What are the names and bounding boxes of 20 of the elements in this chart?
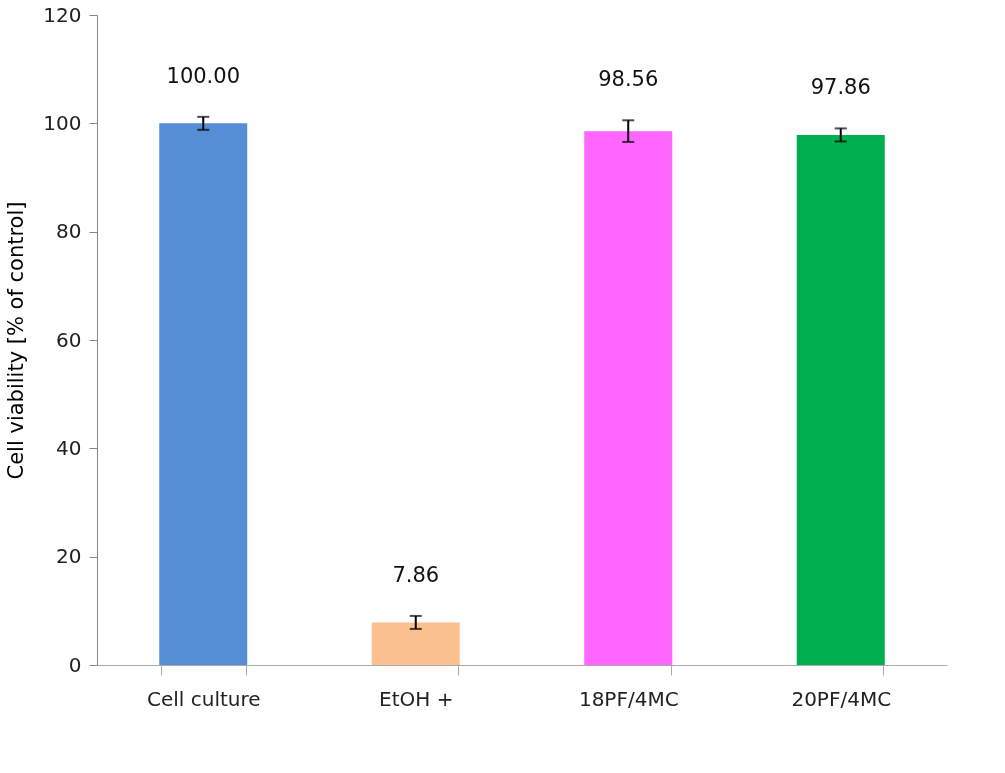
x-tick-label: 20PF/4MC (791, 686, 892, 711)
y-tick-label: 0 (68, 652, 82, 677)
bar (796, 134, 885, 665)
data-label: 100.00 (166, 63, 240, 88)
y-tick-label: 60 (56, 327, 82, 352)
y-tick-label: 120 (43, 2, 82, 27)
x-tick-label: 18PF/4MC (578, 686, 679, 711)
x-tick-label: EtOH + (379, 686, 454, 711)
y-axis-title: Cell viability [% of control] (4, 201, 29, 480)
data-label: 97.86 (810, 75, 871, 100)
x-tick-label: Cell culture (146, 686, 261, 711)
bar (159, 123, 248, 665)
y-tick-label: 20 (56, 544, 82, 569)
y-tick-label: 40 (56, 435, 82, 460)
bar (371, 622, 460, 665)
bar (584, 131, 673, 665)
y-tick-label: 100 (43, 110, 82, 135)
y-tick-label: 80 (56, 219, 82, 244)
data-label: 98.56 (598, 67, 659, 92)
data-label: 7.86 (392, 562, 440, 587)
